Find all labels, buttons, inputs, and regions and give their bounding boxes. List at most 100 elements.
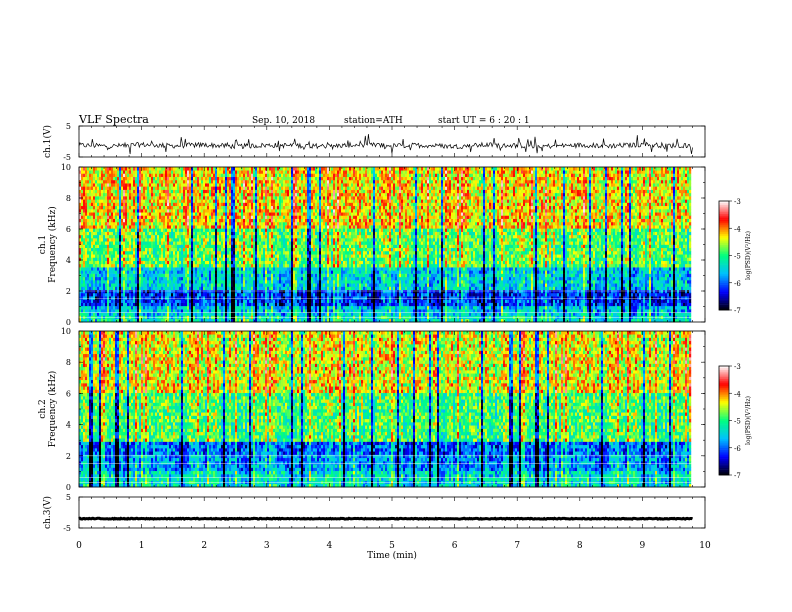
ch1-spectrogram-cell — [195, 238, 198, 242]
ch1-spectrogram-cell — [141, 257, 144, 261]
ch1-spectrogram-cell — [141, 183, 144, 187]
ch1-spectrogram-cell — [167, 179, 170, 184]
ch1-spectrogram-cell — [187, 234, 190, 239]
ch1-spectrogram-cell — [173, 221, 176, 226]
ch1-spectrogram-cell — [167, 225, 170, 229]
ch1-spectrogram-cell — [169, 173, 172, 178]
ch1-spectrogram-cell — [189, 302, 192, 307]
ch1-spectrogram-cell — [203, 296, 206, 300]
ch1-spectrogram-cell — [87, 302, 90, 307]
ch1-spectrogram-cell — [201, 183, 204, 187]
ch1-spectrogram-cell — [169, 170, 172, 174]
ch1-spectrogram-cell — [241, 270, 244, 274]
ch1-spectrogram-cell — [105, 205, 108, 210]
ch1-spectrogram-cell — [99, 280, 102, 284]
ch1-spectrogram-cell — [243, 196, 246, 200]
ch1-spectrogram-cell — [267, 260, 270, 265]
ch1-spectrogram-cell — [123, 196, 126, 200]
ch1-spectrogram-cell — [157, 280, 160, 284]
ch1-spectrogram-cell — [113, 189, 116, 194]
ch1-spectrogram-cell — [109, 179, 112, 184]
ch1-spectrogram-cell — [269, 263, 272, 268]
ch1-spectrogram-cell — [113, 202, 116, 207]
ch1-spectrogram-cell — [167, 309, 170, 313]
ch1-spectrogram-cell — [109, 299, 112, 303]
ch1-spectrogram-cell — [217, 280, 220, 284]
ch1-spectrogram-cell — [173, 263, 176, 268]
ch1-spectrogram-cell — [147, 179, 150, 184]
ch1-spectrogram-cell — [165, 189, 168, 194]
ch1-spectrogram-cell — [239, 273, 242, 278]
ch1-spectrogram-cell — [85, 254, 88, 258]
ch1-spectrogram-cell — [277, 196, 280, 200]
ch1-spectrogram-cell — [197, 173, 200, 178]
ch1-spectrogram-cell — [123, 309, 126, 313]
ch1-spectrogram-cell — [143, 205, 146, 210]
ch1-spectrogram-cell — [269, 292, 272, 297]
ch1-spectrogram-cell — [281, 312, 284, 316]
ch1-spectrogram-cell — [101, 263, 104, 268]
ch1-spectrogram-cell — [177, 263, 180, 268]
ch1-spectrogram-cell — [205, 231, 208, 236]
ch1-spectrogram-cell — [201, 215, 204, 219]
ch1-spectrogram-cell — [277, 186, 280, 190]
ch1-spectrogram-cell — [145, 179, 148, 184]
ch1-spectrogram-cell — [159, 276, 162, 281]
ch1-spectrogram-cell — [137, 202, 140, 207]
ch1-spectrogram-cell — [203, 292, 206, 297]
ch1-spectrogram-cell — [185, 299, 188, 303]
ch1-spectrogram-cell — [149, 225, 152, 229]
ch1-spectrogram-cell — [153, 302, 156, 307]
ch1-spectrogram-cell — [101, 276, 104, 281]
ch1-spectrogram-cell — [173, 305, 176, 310]
ch1-spectrogram-cell — [127, 221, 130, 226]
ch1-spectrogram-cell — [145, 312, 148, 316]
ch1-spectrogram-cell — [223, 241, 226, 245]
ch1-spectrogram-cell — [157, 173, 160, 178]
ch1-spectrogram-cell — [217, 263, 220, 268]
ch1-spectrogram-cell — [257, 270, 260, 274]
ch1-spectrogram-cell — [161, 225, 164, 229]
ch1-spectrogram-cell — [221, 167, 224, 171]
ch1-spectrogram-cell — [161, 244, 164, 249]
ch1-spectrogram-cell — [215, 176, 218, 181]
ch1-spectrogram-cell — [165, 234, 168, 239]
ch1-spectrogram-cell — [223, 302, 226, 307]
ch1-spectrogram-cell — [173, 228, 176, 232]
ch1-spectrogram-cell — [139, 286, 142, 291]
ch1-spectrogram-cell — [141, 192, 144, 197]
ch1-spectrogram-cell — [113, 176, 116, 181]
ch1-spectrogram-cell — [177, 231, 180, 236]
ch1-spectrogram-cell — [223, 263, 226, 268]
ch1-spectrogram-cell — [97, 309, 100, 313]
ch1-spectrogram-cell — [159, 254, 162, 258]
ch1-spectrogram-cell — [141, 228, 144, 232]
ch1-spectrogram-cell — [281, 263, 284, 268]
ch1-spectrogram-cell — [111, 260, 114, 265]
ch1-spectrogram-cell — [135, 202, 138, 207]
ch1-spectrogram-cell — [159, 309, 162, 313]
ch1-spectrogram-cell — [211, 292, 214, 297]
ch1-spectrogram-cell — [239, 289, 242, 294]
ch1-spectrogram-cell — [175, 196, 178, 200]
ch1-spectrogram-cell — [123, 305, 126, 310]
ch1-spectrogram-cell — [269, 289, 272, 294]
ch1-spectrogram-cell — [179, 254, 182, 258]
ch1-spectrogram-cell — [235, 225, 238, 229]
ch1-spectrogram-cell — [257, 183, 260, 187]
ch1-spectrogram-cell — [237, 215, 240, 219]
ch1-spectrogram-cell — [249, 302, 252, 307]
ch1-spectrogram-cell — [145, 228, 148, 232]
ch1-spectrogram-cell — [237, 263, 240, 268]
ch1-spectrogram-cell — [229, 170, 232, 174]
ch1-spectrogram-cell — [91, 270, 94, 274]
ch1-spectrogram-cell — [167, 312, 170, 316]
ch1-spectrogram-cell — [135, 199, 138, 203]
ch1-spectrogram-cell — [255, 292, 258, 297]
ch1-spectrogram-cell — [167, 170, 170, 174]
ch1-spectrogram-cell — [203, 241, 206, 245]
ch1-spectrogram-cell — [267, 199, 270, 203]
ch1-waveform-ylabel: ch.1(V) — [42, 125, 53, 158]
ch1-spectrogram-cell — [277, 170, 280, 174]
ch1-spectrogram-cell — [189, 244, 192, 249]
